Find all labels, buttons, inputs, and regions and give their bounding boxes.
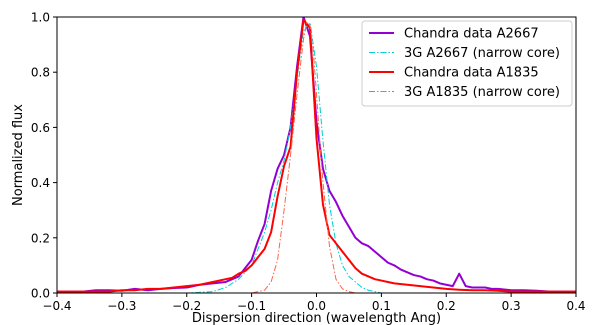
- x-tick-label: 0.1: [372, 299, 391, 313]
- x-tick-label: 0.4: [566, 299, 585, 313]
- y-tick-label: 0.4: [31, 176, 50, 190]
- y-tick-label: 0.0: [31, 287, 50, 301]
- axes: −0.4 −0.3 −0.2 −0.1 0.0 0.1 0.2 0.3 0.4 0.0 0.2 0.4…: [31, 11, 586, 314]
- series-line-2: [57, 22, 576, 293]
- y-axis-title: Normalized flux: [11, 104, 26, 206]
- legend-label-2: 3G A2667 (narrow core): [404, 46, 560, 61]
- x-tick-label: −0.4: [42, 299, 71, 313]
- y-tick-label: 0.6: [31, 121, 50, 135]
- legend: Chandra data A2667 3G A2667 (narrow core)…: [361, 20, 573, 107]
- x-tick-label: −0.1: [237, 299, 266, 313]
- x-tick-label: 0.2: [437, 299, 456, 313]
- plot-area: [57, 17, 576, 293]
- x-tick-label: 0.0: [307, 299, 326, 313]
- legend-label-3: Chandra data A1835: [404, 66, 539, 81]
- x-axis-title: Dispersion direction (wavelength Ang): [192, 311, 441, 325]
- x-tick-label: 0.3: [502, 299, 521, 313]
- y-tick-label: 0.2: [31, 231, 50, 245]
- y-tick-label: 0.8: [31, 66, 50, 80]
- x-tick-label: −0.2: [172, 299, 201, 313]
- x-tick-label: −0.3: [107, 299, 136, 313]
- y-tick-label: 1.0: [31, 11, 50, 25]
- series-line-1: [57, 17, 576, 293]
- legend-box: [361, 20, 573, 107]
- series-line-4: [57, 22, 576, 293]
- series-line-3: [57, 18, 576, 293]
- legend-label-1: Chandra data A2667: [404, 27, 539, 42]
- legend-label-4: 3G A1835 (narrow core): [404, 85, 560, 100]
